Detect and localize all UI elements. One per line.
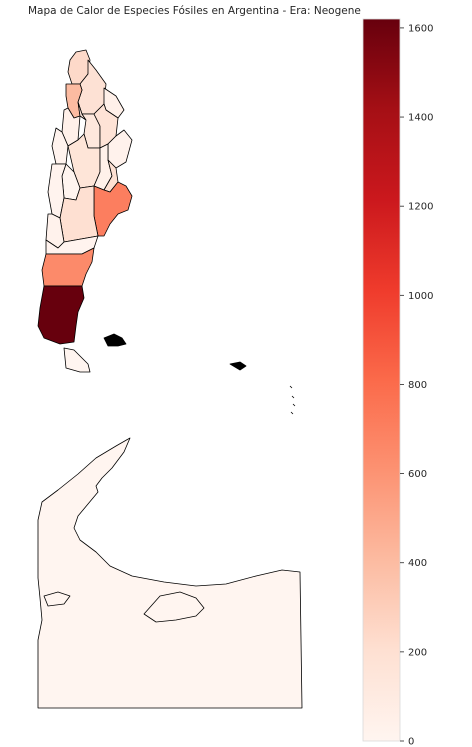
region-santa-cruz (37, 285, 85, 345)
region-malvinas (103, 333, 127, 347)
colorbar-tick-label: 1400 (408, 113, 433, 124)
region-antartida-island-2 (43, 591, 71, 607)
colorbar-tick-label: 400 (408, 558, 427, 569)
colorbar-tick-label: 1600 (408, 23, 433, 34)
colorbar-tick-label: 600 (408, 469, 427, 480)
colorbar-tick-label: 200 (408, 647, 427, 658)
colorbar-ticks: 0 200 400 600 800 1000 1200 1400 1600 (400, 23, 433, 747)
map-title: Mapa de Calor de Especies Fósiles en Arg… (28, 5, 361, 17)
region-sandwich-islands (289, 385, 296, 415)
colorbar-gradient (362, 18, 401, 742)
region-tierra-del-fuego (63, 347, 91, 373)
colorbar-tick-label: 0 (408, 737, 414, 747)
region-antartida-island-1 (143, 591, 205, 623)
region-chubut (41, 247, 95, 287)
region-georgias (229, 361, 247, 371)
region-antartida (37, 437, 303, 709)
colorbar-tick-label: 1000 (408, 291, 433, 302)
colorbar-tick-label: 800 (408, 380, 427, 391)
colorbar-tick-label: 1200 (408, 202, 433, 213)
